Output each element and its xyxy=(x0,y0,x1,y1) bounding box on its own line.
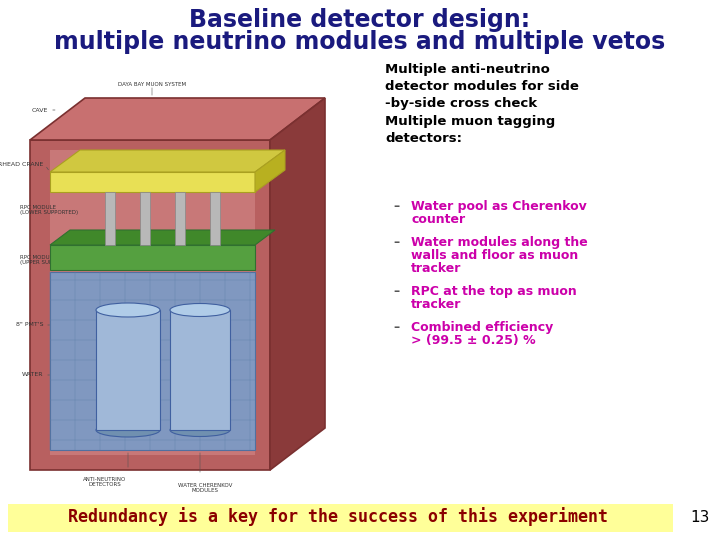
Text: –: – xyxy=(393,236,399,249)
Text: RPC MODULE
(UPPER SUPPORTED): RPC MODULE (UPPER SUPPORTED) xyxy=(20,254,76,265)
Polygon shape xyxy=(50,245,255,270)
Text: counter: counter xyxy=(411,213,465,226)
Polygon shape xyxy=(50,172,255,192)
Text: Multiple anti-neutrino: Multiple anti-neutrino xyxy=(385,64,550,77)
Text: -by-side cross check: -by-side cross check xyxy=(385,98,537,111)
Text: 8" PMT'S: 8" PMT'S xyxy=(16,322,43,327)
Text: detectors:: detectors: xyxy=(385,132,462,145)
Polygon shape xyxy=(50,150,255,455)
Polygon shape xyxy=(140,192,150,245)
Text: tracker: tracker xyxy=(411,298,462,311)
Text: ANTI-NEUTRINO
DETECTORS: ANTI-NEUTRINO DETECTORS xyxy=(84,477,127,488)
Text: detector modules for side: detector modules for side xyxy=(385,80,579,93)
FancyBboxPatch shape xyxy=(8,504,673,532)
Polygon shape xyxy=(96,310,160,430)
Ellipse shape xyxy=(170,303,230,316)
Polygon shape xyxy=(270,98,325,470)
Polygon shape xyxy=(30,140,270,470)
Polygon shape xyxy=(255,150,285,192)
Text: Water modules along the: Water modules along the xyxy=(411,236,588,249)
Text: Baseline detector design:: Baseline detector design: xyxy=(189,8,531,32)
Text: CAVE: CAVE xyxy=(32,107,48,112)
Text: Multiple muon tagging: Multiple muon tagging xyxy=(385,114,555,127)
Text: WATER: WATER xyxy=(22,373,43,377)
Text: –: – xyxy=(393,321,399,334)
Text: Redundancy is a key for the success of this experiment: Redundancy is a key for the success of t… xyxy=(68,508,608,526)
Polygon shape xyxy=(210,192,220,245)
Text: 13: 13 xyxy=(690,510,710,524)
Polygon shape xyxy=(50,150,285,172)
Ellipse shape xyxy=(96,303,160,317)
Ellipse shape xyxy=(170,423,230,436)
Text: Water pool as Cherenkov: Water pool as Cherenkov xyxy=(411,200,587,213)
Polygon shape xyxy=(30,98,325,140)
Polygon shape xyxy=(170,310,230,430)
Text: DAYA BAY MUON SYSTEM: DAYA BAY MUON SYSTEM xyxy=(118,83,186,87)
Polygon shape xyxy=(105,192,115,245)
Polygon shape xyxy=(50,272,255,450)
Text: OVERHEAD CRANE: OVERHEAD CRANE xyxy=(0,163,43,167)
Text: tracker: tracker xyxy=(411,262,462,275)
Text: RPC MODULE
(LOWER SUPPORTED): RPC MODULE (LOWER SUPPORTED) xyxy=(20,205,78,215)
Text: Combined efficiency: Combined efficiency xyxy=(411,321,553,334)
Text: WATER CHERENKOV
MODULES: WATER CHERENKOV MODULES xyxy=(178,483,232,494)
Text: multiple neutrino modules and multiple vetos: multiple neutrino modules and multiple v… xyxy=(55,30,665,54)
Text: –: – xyxy=(393,285,399,298)
Text: walls and floor as muon: walls and floor as muon xyxy=(411,249,578,262)
Text: –: – xyxy=(393,200,399,213)
Ellipse shape xyxy=(96,423,160,437)
Text: > (99.5 ± 0.25) %: > (99.5 ± 0.25) % xyxy=(411,334,536,347)
Text: RPC at the top as muon: RPC at the top as muon xyxy=(411,285,577,298)
Polygon shape xyxy=(50,230,275,245)
Polygon shape xyxy=(175,192,185,245)
